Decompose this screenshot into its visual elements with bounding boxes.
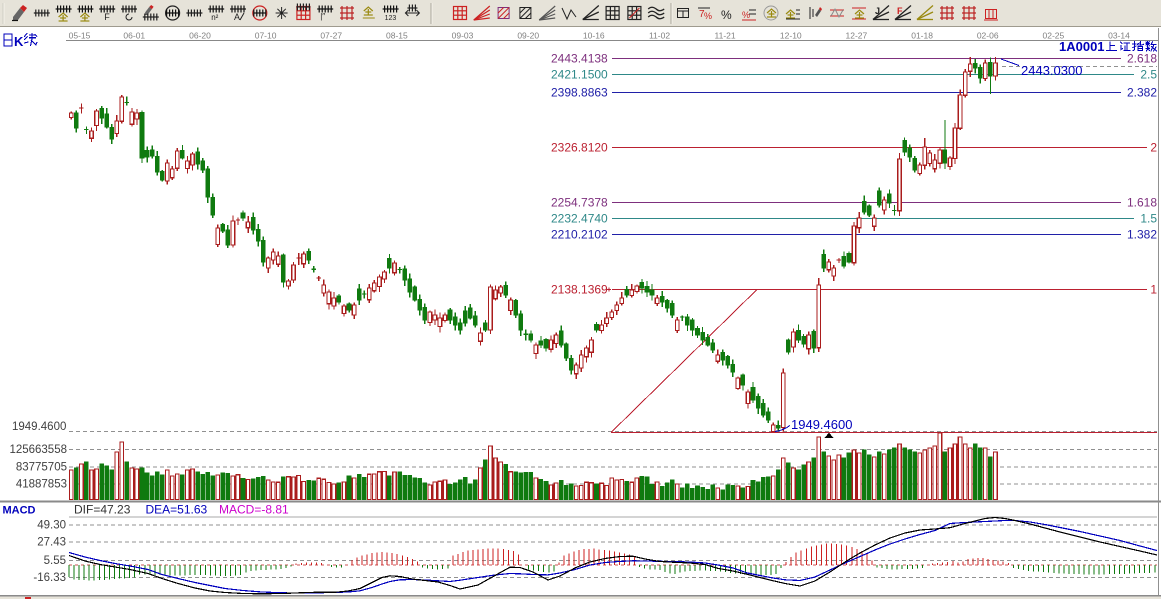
svg-text:1A0001: 1A0001 — [1059, 39, 1105, 54]
svg-text:DEA=51.63: DEA=51.63 — [146, 503, 208, 517]
svg-text:J: J — [875, 6, 880, 16]
svg-text:MACD=-8.81: MACD=-8.81 — [219, 503, 289, 517]
svg-text:MACD: MACD — [3, 505, 36, 517]
svg-text:11-21: 11-21 — [715, 31, 736, 41]
svg-text:1: 1 — [1150, 283, 1157, 297]
svg-text:|′′: |′′ — [320, 12, 326, 21]
svg-text:2443.0300: 2443.0300 — [1021, 63, 1082, 78]
svg-text:2421.1500: 2421.1500 — [551, 68, 608, 82]
svg-text:1.5: 1.5 — [1140, 212, 1157, 226]
svg-text:2.618: 2.618 — [1127, 52, 1157, 66]
svg-text:n²: n² — [211, 13, 218, 22]
svg-text:1.618: 1.618 — [1127, 196, 1157, 210]
svg-text:02-25: 02-25 — [1043, 31, 1065, 41]
svg-text:11-02: 11-02 — [649, 31, 670, 41]
svg-text:2232.4740: 2232.4740 — [551, 212, 608, 226]
svg-text:2: 2 — [1150, 141, 1157, 155]
svg-text:09-20: 09-20 — [517, 31, 539, 41]
svg-text:2210.2102: 2210.2102 — [551, 228, 608, 242]
svg-text:1.382: 1.382 — [1127, 228, 1157, 242]
svg-text:5.55: 5.55 — [44, 555, 66, 567]
svg-text:27.43: 27.43 — [37, 537, 66, 549]
svg-text:-16.33: -16.33 — [33, 572, 66, 584]
svg-text:49.30: 49.30 — [37, 519, 66, 531]
svg-text:05-15: 05-15 — [69, 31, 91, 41]
svg-text:7: 7 — [699, 9, 705, 20]
svg-text:1949.4600: 1949.4600 — [791, 417, 852, 432]
svg-text:2443.4138: 2443.4138 — [551, 52, 608, 66]
svg-text:%: % — [742, 10, 750, 20]
svg-text:06-01: 06-01 — [123, 31, 145, 41]
svg-text:06-20: 06-20 — [189, 31, 211, 41]
svg-text:F: F — [104, 12, 110, 22]
svg-text:12-27: 12-27 — [846, 31, 868, 41]
svg-text:A: A — [234, 12, 240, 22]
svg-text:F: F — [897, 6, 903, 16]
svg-text:12-10: 12-10 — [780, 31, 802, 41]
svg-text:2398.8863: 2398.8863 — [551, 86, 608, 100]
svg-text:03-14: 03-14 — [1108, 31, 1130, 41]
svg-text:08-15: 08-15 — [386, 31, 408, 41]
svg-text:%: % — [704, 11, 712, 21]
svg-text:10-16: 10-16 — [583, 31, 605, 41]
svg-text:2326.8120: 2326.8120 — [551, 141, 608, 155]
svg-text:2138.1369: 2138.1369 — [551, 283, 608, 297]
svg-text:41887853: 41887853 — [16, 478, 67, 490]
svg-text:1949.4600: 1949.4600 — [12, 421, 66, 433]
svg-text:02-06: 02-06 — [977, 31, 999, 41]
svg-text:07-27: 07-27 — [320, 31, 342, 41]
svg-text:83775705: 83775705 — [16, 461, 67, 473]
svg-text:09-03: 09-03 — [452, 31, 474, 41]
svg-text:07-10: 07-10 — [255, 31, 277, 41]
svg-text:125663558: 125663558 — [9, 444, 67, 456]
svg-text:%: % — [721, 8, 732, 22]
svg-text:01-18: 01-18 — [911, 31, 933, 41]
svg-text:2254.7378: 2254.7378 — [551, 196, 608, 210]
svg-text:DIF=47.23: DIF=47.23 — [74, 503, 131, 517]
svg-text:2.5: 2.5 — [1140, 68, 1157, 82]
svg-text:2.382: 2.382 — [1127, 86, 1157, 100]
svg-text:123: 123 — [385, 15, 397, 22]
svg-text:K: K — [14, 34, 24, 49]
